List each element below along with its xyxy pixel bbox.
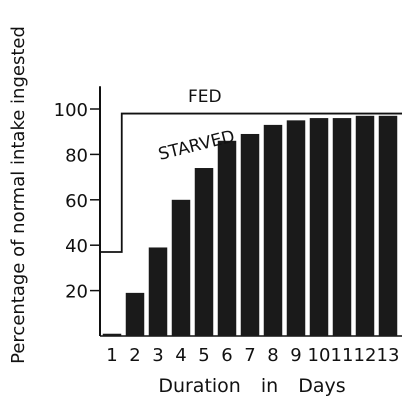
bar	[286, 120, 306, 336]
bar	[102, 333, 122, 336]
x-tick-label: 11	[331, 345, 354, 366]
y-tick-labels: 20 40 60 80 100	[54, 100, 100, 303]
bar	[378, 115, 398, 336]
bar	[125, 292, 145, 336]
x-tick-label: 10	[308, 345, 331, 366]
bar	[263, 124, 283, 336]
bar	[355, 115, 375, 336]
x-tick-label: 4	[175, 345, 186, 366]
x-tick-label: 13	[377, 345, 400, 366]
y-axis-label: Percentage of normal intake ingested	[8, 26, 29, 364]
x-tick-label: 3	[152, 345, 163, 366]
x-tick-label: 12	[354, 345, 377, 366]
fed-line	[100, 112, 402, 253]
x-tick-label: 7	[244, 345, 255, 366]
x-tick-label: 2	[129, 345, 140, 366]
bar	[332, 118, 352, 336]
bar	[217, 140, 237, 336]
y-tick-label: 20	[65, 282, 88, 303]
bar	[194, 168, 214, 336]
bar	[240, 133, 260, 336]
bar	[148, 247, 168, 336]
x-tick-label: 5	[198, 345, 209, 366]
y-tick-label: 60	[65, 191, 88, 212]
y-tick-label: 80	[65, 145, 88, 166]
fed-series-label: FED	[188, 87, 222, 107]
y-tick-label: 100	[54, 100, 88, 121]
x-tick-label: 1	[106, 345, 117, 366]
fed-series-line	[100, 112, 402, 253]
x-tick-label: 6	[221, 345, 232, 366]
y-tick-label: 40	[65, 236, 88, 257]
x-tick-labels: 1 2 3 4 5 6 7 8 9 10 11 12 13	[106, 345, 399, 366]
x-tick-label: 9	[290, 345, 301, 366]
x-axis-label: Duration in Days	[158, 375, 345, 397]
x-tick-label: 8	[267, 345, 278, 366]
bar	[171, 199, 191, 336]
starved-bars	[102, 115, 398, 336]
bar	[309, 118, 329, 336]
